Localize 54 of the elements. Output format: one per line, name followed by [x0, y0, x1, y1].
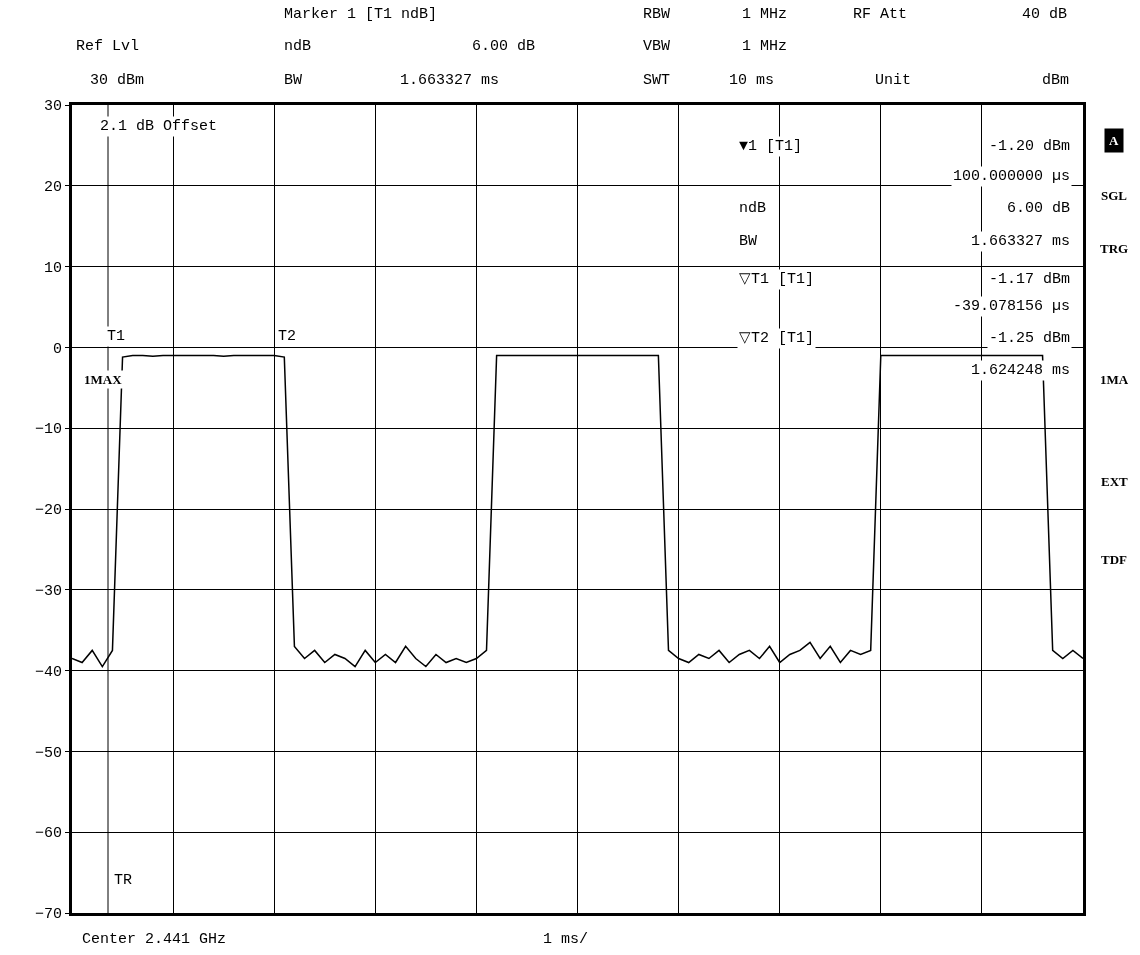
text: EXT — [1101, 474, 1129, 489]
annotation: 100.000000 µs — [953, 168, 1071, 185]
annotation: T2 — [278, 328, 297, 345]
text: A — [1109, 133, 1119, 148]
annotation: -1.25 dBm — [989, 330, 1071, 347]
annotation: ▼1 [T1] — [739, 138, 803, 155]
text: dBm — [1042, 72, 1070, 89]
y-tick-label: 0 — [52, 340, 62, 358]
text: ndB — [284, 38, 312, 55]
text: BW — [284, 72, 303, 89]
y-tick-label: 10 — [43, 259, 62, 277]
text: SGL — [1101, 188, 1128, 203]
text: TDF — [1101, 552, 1128, 567]
text: Unit — [875, 72, 912, 89]
text: Center 2.441 GHz — [82, 931, 227, 948]
annotation: 1MAX — [84, 372, 123, 387]
annotation: ndB — [739, 200, 767, 217]
text: 30 dBm — [90, 72, 145, 89]
text: Ref Lvl — [76, 38, 140, 55]
text: 1.663327 ms — [400, 72, 500, 89]
text: RF Att — [853, 6, 908, 23]
annotation: ▽T1 [T1] — [739, 271, 815, 288]
y-tick-label: −10 — [34, 421, 62, 439]
annotation: BW — [739, 233, 758, 250]
y-tick-label: 20 — [43, 179, 62, 197]
annotation: -1.17 dBm — [989, 271, 1071, 288]
text: RBW — [643, 6, 671, 23]
text: 1 ms/ — [543, 931, 589, 948]
text: TRG — [1100, 241, 1129, 256]
annotation: 1.624248 ms — [971, 362, 1071, 379]
y-tick-label: −20 — [34, 502, 62, 520]
annotation: TR — [114, 872, 133, 889]
text: 1MA — [1100, 372, 1129, 387]
y-tick-label: −50 — [34, 744, 62, 762]
y-tick-label: −30 — [34, 583, 62, 601]
text: SWT — [643, 72, 671, 89]
annotation: -39.078156 µs — [953, 298, 1071, 315]
annotation: ▽T2 [T1] — [739, 330, 815, 347]
y-tick-label: −40 — [34, 663, 62, 681]
text: 1 MHz — [742, 6, 788, 23]
text: 6.00 dB — [472, 38, 536, 55]
text: 40 dB — [1022, 6, 1068, 23]
y-tick-label: 30 — [43, 98, 62, 116]
y-tick-label: −60 — [34, 825, 62, 843]
annotation: -1.20 dBm — [989, 138, 1071, 155]
text: 10 ms — [729, 72, 775, 89]
annotation: 2.1 dB Offset — [100, 118, 218, 135]
y-tick-label: −70 — [34, 906, 62, 924]
annotation: 1.663327 ms — [971, 233, 1071, 250]
text: VBW — [643, 38, 671, 55]
annotation: 6.00 dB — [1007, 200, 1071, 217]
text: Marker 1 [T1 ndB] — [284, 6, 438, 23]
text: 1 MHz — [742, 38, 788, 55]
annotation: T1 — [107, 328, 126, 345]
